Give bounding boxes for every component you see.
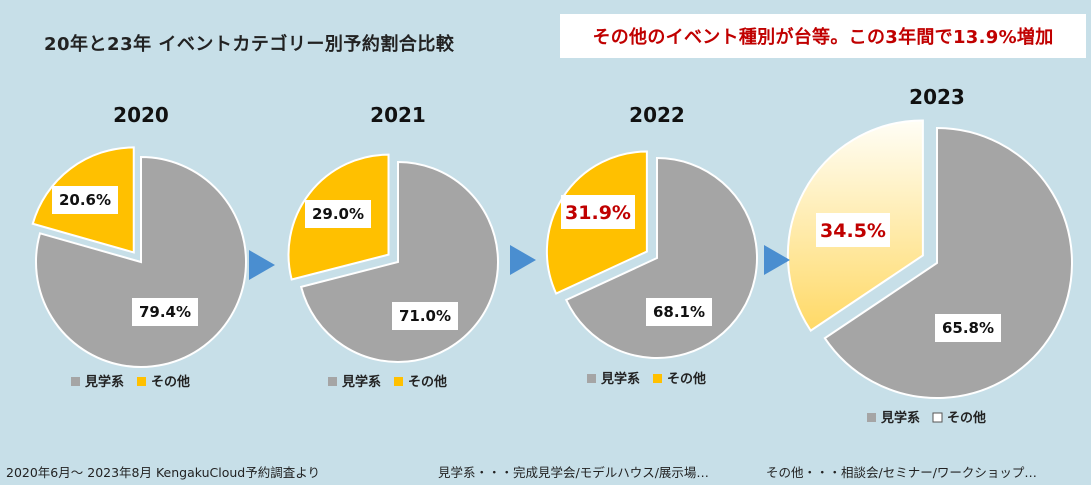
arrow-right-icon: [249, 250, 275, 280]
legend-label-other: その他: [151, 374, 190, 390]
legend-label-other: その他: [667, 371, 706, 387]
legend-swatch-kengaku: [867, 413, 876, 422]
legend-label-kengaku: 見学系: [600, 371, 640, 387]
pie-title: 2022: [629, 103, 685, 127]
footer-other-note: その他・・・相談会/セミナー/ワークショップ…: [766, 465, 1037, 480]
legend-label-kengaku: 見学系: [84, 374, 124, 390]
data-label-other-box: [561, 195, 635, 229]
pie-title: 2021: [370, 103, 426, 127]
legend-swatch-kengaku: [71, 377, 80, 386]
pie-title: 2023: [909, 85, 965, 109]
data-label-kengaku: 71.0%: [399, 307, 451, 325]
arrow-right-icon: [510, 245, 536, 275]
legend-swatch-other: [932, 412, 943, 423]
legend-swatch-kengaku: [587, 374, 596, 383]
data-label-other-box: [305, 200, 371, 228]
data-label-other: 34.5%: [820, 220, 886, 242]
legend-label-other: その他: [408, 374, 447, 390]
pie-slice-kengaku: [823, 126, 1073, 399]
data-label-kengaku-box: [392, 302, 458, 330]
data-label-other: 31.9%: [565, 202, 631, 224]
data-label-kengaku: 65.8%: [942, 319, 994, 337]
legend-swatch-other: [653, 374, 662, 383]
legend-swatch-other: [137, 377, 146, 386]
data-label-kengaku-box: [646, 298, 712, 326]
data-label-kengaku: 68.1%: [653, 303, 705, 321]
data-label-other: 20.6%: [59, 191, 111, 209]
legend-swatch-kengaku: [328, 377, 337, 386]
data-label-other-box: [52, 186, 118, 214]
data-label-kengaku-box: [132, 298, 198, 326]
data-label-other: 29.0%: [312, 205, 364, 223]
data-label-kengaku-box: [935, 314, 1001, 342]
footer-source: 2020年6月～ 2023年8月 KengakuCloud予約調査より: [6, 465, 320, 480]
headline-callout: その他のイベント種別が台等。この3年間で13.9%増加: [560, 14, 1086, 58]
data-label-other-box: [816, 213, 890, 247]
legend-label-other: その他: [947, 410, 986, 426]
legend-label-kengaku: 見学系: [880, 410, 920, 426]
legend-swatch-other: [394, 377, 403, 386]
pie-title: 2020: [113, 103, 169, 127]
chart-main-title: 20年と23年 イベントカテゴリー別予約割合比較: [44, 34, 455, 55]
footer-kengaku-note: 見学系・・・完成見学会/モデルハウス/展示場…: [438, 465, 709, 480]
arrow-right-icon: [764, 245, 790, 275]
legend-label-kengaku: 見学系: [341, 374, 381, 390]
data-label-kengaku: 79.4%: [139, 303, 191, 321]
